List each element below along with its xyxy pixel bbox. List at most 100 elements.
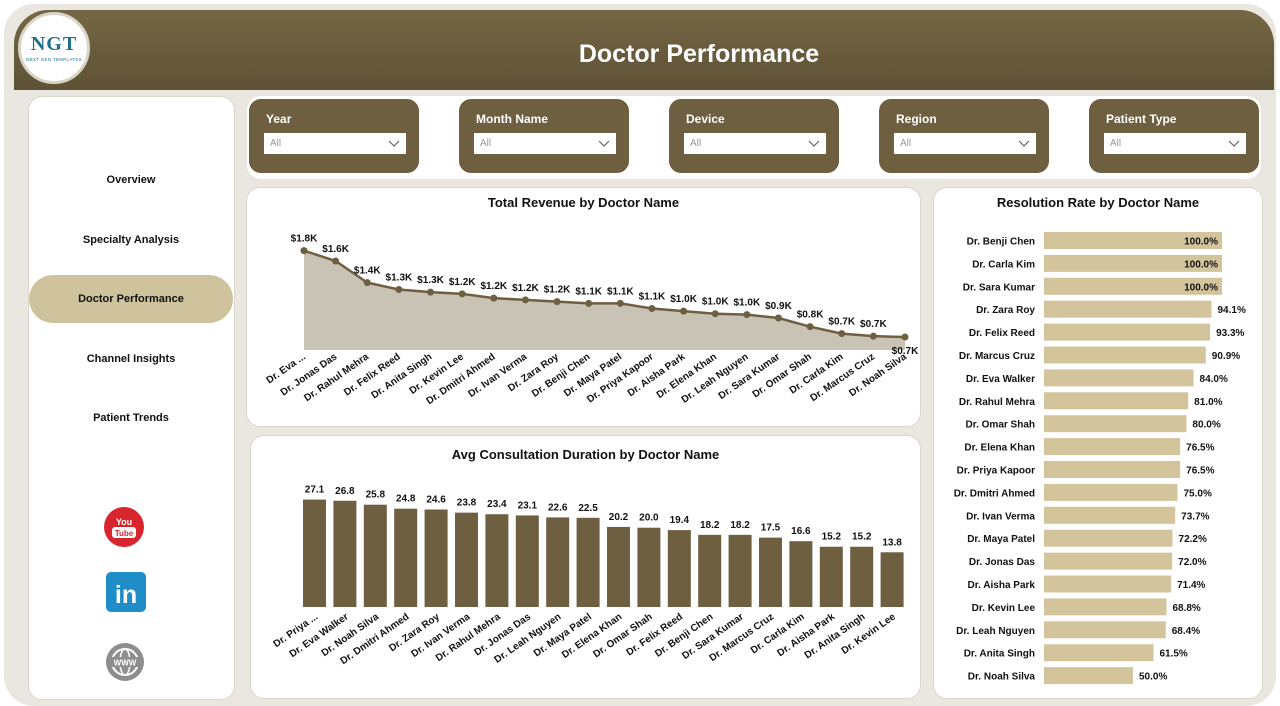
filter-year: Year All bbox=[249, 99, 419, 173]
youtube-icon[interactable]: You Tube bbox=[104, 507, 144, 547]
filter-month-dropdown[interactable]: All bbox=[474, 133, 616, 154]
resolution-data-label: 72.2% bbox=[1179, 534, 1207, 545]
revenue-point-dr-leah-nguyen bbox=[743, 311, 751, 319]
revenue-point-dr-anita-singh bbox=[427, 288, 435, 296]
duration-bar-dr-maya-patel bbox=[576, 517, 600, 607]
ngt-logo: NGT NEXT GEN TEMPLATES bbox=[18, 12, 90, 84]
resolution-bar-dr-benji-chen bbox=[1044, 232, 1222, 249]
duration-x-tick-label: Dr. Kevin Lee bbox=[840, 611, 899, 657]
duration-data-label: 18.2 bbox=[730, 520, 750, 531]
resolution-y-tick-label: Dr. Eva Walker bbox=[966, 374, 1035, 385]
resolution-data-label: 68.8% bbox=[1172, 603, 1200, 614]
duration-data-label: 19.4 bbox=[670, 515, 690, 526]
revenue-point-dr-noah-silva bbox=[901, 333, 909, 341]
resolution-y-tick-label: Dr. Dmitri Ahmed bbox=[954, 488, 1035, 499]
nav-channel-insights[interactable]: Channel Insights bbox=[86, 353, 176, 365]
revenue-point-dr-eva bbox=[300, 247, 308, 255]
resolution-y-tick-label: Dr. Maya Patel bbox=[967, 534, 1035, 545]
logo-subtext: NEXT GEN TEMPLATES bbox=[26, 57, 82, 62]
duration-data-label: 20.0 bbox=[639, 513, 659, 524]
duration-bar-dr-noah-silva bbox=[363, 504, 387, 607]
filter-device-dropdown[interactable]: All bbox=[684, 133, 826, 154]
header-bar: Doctor Performance bbox=[14, 10, 1274, 90]
duration-data-label: 24.8 bbox=[396, 494, 416, 505]
filter-patient-type-dropdown[interactable]: All bbox=[1104, 133, 1246, 154]
chevron-down-icon bbox=[388, 140, 400, 147]
resolution-data-label: 75.0% bbox=[1184, 488, 1212, 499]
duration-bar-dr-ivan-verma bbox=[455, 512, 478, 607]
svg-text:Tube: Tube bbox=[115, 529, 134, 538]
resolution-bar-dr-anita-singh bbox=[1044, 644, 1154, 662]
duration-data-label: 25.8 bbox=[366, 490, 386, 501]
revenue-data-label: $1.2K bbox=[449, 277, 476, 288]
revenue-data-label: $1.0K bbox=[670, 294, 697, 305]
resolution-data-label: 90.9% bbox=[1212, 351, 1240, 362]
filter-year-dropdown[interactable]: All bbox=[264, 133, 406, 154]
resolution-y-tick-label: Dr. Rahul Mehra bbox=[959, 397, 1036, 408]
revenue-data-label: $1.1K bbox=[575, 286, 602, 297]
nav-patient-trends[interactable]: Patient Trends bbox=[93, 412, 169, 424]
revenue-point-dr-marcus-cruz bbox=[869, 332, 877, 340]
resolution-y-tick-label: Dr. Felix Reed bbox=[969, 328, 1035, 339]
duration-bar-dr-carla-kim bbox=[789, 541, 813, 607]
resolution-y-tick-label: Dr. Anita Singh bbox=[964, 649, 1035, 660]
resolution-y-tick-label: Dr. Kevin Lee bbox=[972, 603, 1036, 614]
duration-bar-dr-jonas-das bbox=[515, 515, 539, 607]
page-title: Doctor Performance bbox=[578, 40, 820, 68]
nav-specialty-analysis[interactable]: Specialty Analysis bbox=[82, 234, 180, 246]
revenue-data-label: $1.2K bbox=[512, 283, 539, 294]
resolution-data-label: 100.0% bbox=[1184, 237, 1218, 248]
duration-bar-dr-kevin-lee bbox=[880, 552, 904, 607]
resolution-y-tick-label: Dr. Priya Kapoor bbox=[957, 466, 1035, 477]
duration-bar-dr-zara-roy bbox=[424, 509, 448, 607]
duration-data-label: 27.1 bbox=[305, 485, 325, 496]
duration-bar-dr-priya bbox=[303, 499, 326, 607]
globe-icon[interactable]: WWW bbox=[105, 642, 145, 682]
revenue-point-dr-dmitri-ahmed bbox=[490, 294, 498, 302]
filter-month-label: Month Name bbox=[476, 112, 548, 126]
filter-year-value: All bbox=[270, 138, 282, 149]
duration-bar-chart: 27.1Dr. Priya ...26.8Dr. Eva Walker25.8D… bbox=[272, 485, 904, 667]
revenue-point-dr-jonas-das bbox=[332, 257, 340, 265]
revenue-line bbox=[303, 249, 906, 339]
duration-bar-dr-aisha-park bbox=[819, 546, 843, 607]
filter-device: Device All bbox=[669, 99, 839, 173]
filter-patient-type-value: All bbox=[1110, 138, 1122, 149]
linkedin-icon[interactable]: in bbox=[106, 572, 146, 612]
chevron-down-icon bbox=[598, 140, 610, 147]
revenue-point-dr-rahul-mehra bbox=[363, 279, 371, 287]
resolution-bar-dr-felix-reed bbox=[1044, 323, 1211, 341]
resolution-y-tick-label: Dr. Sara Kumar bbox=[963, 282, 1035, 293]
resolution-data-label: 84.0% bbox=[1200, 374, 1228, 385]
filter-region: Region All bbox=[879, 99, 1049, 173]
filter-region-dropdown[interactable]: All bbox=[894, 133, 1036, 154]
duration-data-label: 23.8 bbox=[457, 498, 477, 509]
revenue-point-dr-carla-kim bbox=[838, 330, 846, 338]
duration-data-label: 18.2 bbox=[700, 520, 720, 531]
revenue-chart-title: Total Revenue by Doctor Name bbox=[487, 195, 680, 210]
revenue-data-label: $0.7K bbox=[828, 317, 855, 328]
resolution-data-label: 100.0% bbox=[1184, 282, 1218, 293]
revenue-point-dr-priya-kapoor bbox=[648, 305, 656, 313]
nav-doctor-performance[interactable]: Doctor Performance bbox=[29, 275, 233, 323]
revenue-data-label: $1.3K bbox=[417, 275, 444, 286]
resolution-y-tick-label: Dr. Aisha Park bbox=[968, 580, 1036, 591]
duration-chart-card: Avg Consultation Duration by Doctor Name… bbox=[250, 435, 921, 699]
resolution-data-label: 76.5% bbox=[1186, 466, 1214, 477]
resolution-data-label: 76.5% bbox=[1186, 443, 1214, 454]
nav-overview[interactable]: Overview bbox=[106, 174, 156, 186]
filter-bar: Year All Month Name All Device All Regio… bbox=[247, 96, 1261, 179]
resolution-data-label: 68.4% bbox=[1172, 626, 1200, 637]
duration-data-label: 15.2 bbox=[822, 532, 842, 543]
sidebar: Overview Specialty Analysis Doctor Perfo… bbox=[28, 96, 235, 700]
filter-device-value: All bbox=[690, 138, 702, 149]
chevron-down-icon bbox=[1228, 140, 1240, 147]
resolution-data-label: 72.0% bbox=[1178, 557, 1206, 568]
duration-data-label: 23.1 bbox=[518, 500, 538, 511]
resolution-bar-dr-priya-kapoor bbox=[1044, 461, 1181, 478]
filter-patient-type-label: Patient Type bbox=[1106, 112, 1177, 126]
svg-text:WWW: WWW bbox=[114, 659, 137, 668]
revenue-area-fill bbox=[304, 250, 905, 350]
resolution-bar-dr-sara-kumar bbox=[1044, 277, 1222, 295]
